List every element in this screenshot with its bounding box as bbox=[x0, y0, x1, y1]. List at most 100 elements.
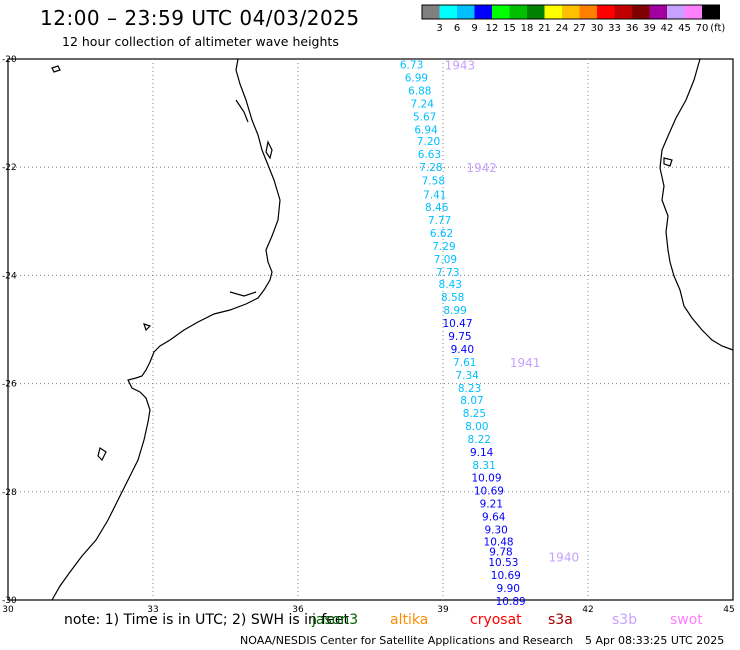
wave-height-value: 10.47 bbox=[442, 318, 472, 330]
satellite-s3b: s3b bbox=[612, 612, 638, 628]
scale-swatch bbox=[509, 5, 527, 19]
scale-label: 12 bbox=[486, 23, 499, 34]
scale-swatch bbox=[492, 5, 510, 19]
lon-label: 42 bbox=[582, 605, 593, 615]
lat-label: -24 bbox=[2, 271, 17, 281]
wave-height-value: 7.58 bbox=[422, 176, 445, 188]
satellite-swot: swot bbox=[670, 612, 703, 628]
madagascar-coastline bbox=[659, 58, 734, 351]
scale-swatch bbox=[439, 5, 457, 19]
footer-note: note: 1) Time is in UTC; 2) SWH is in fe… bbox=[64, 612, 350, 628]
lat-label: -26 bbox=[2, 380, 17, 390]
scale-swatch bbox=[579, 5, 597, 19]
scale-label: 6 bbox=[454, 23, 460, 34]
scale-swatch bbox=[632, 5, 650, 19]
scale-label: 42 bbox=[661, 23, 674, 34]
scale-label: 27 bbox=[573, 23, 586, 34]
lon-label: 36 bbox=[292, 605, 304, 615]
scale-swatch bbox=[614, 5, 632, 19]
altimeter-track: 6.736.996.887.245.676.947.206.637.28 7.58… bbox=[400, 58, 579, 608]
coast-island bbox=[51, 65, 61, 73]
wave-height-value: 7.73 bbox=[436, 267, 459, 279]
satellite-cryosat: cryosat bbox=[470, 612, 522, 628]
wave-height-color-scale: 3 6 9 12 15 18 21 24 27 30 33 36 39 42 45 70 (ft) bbox=[421, 4, 725, 34]
scale-label: 3 bbox=[436, 23, 442, 34]
wave-height-value: 7.20 bbox=[417, 136, 440, 148]
wave-height-value: 9.75 bbox=[448, 331, 471, 343]
wave-height-value: 8.25 bbox=[463, 408, 486, 420]
wave-height-value: 8.07 bbox=[460, 395, 483, 407]
footer-timestamp: 5 Apr 08:33:25 UTC 2025 bbox=[585, 634, 725, 647]
coast-lagoon bbox=[229, 291, 257, 297]
scale-swatch bbox=[649, 5, 667, 19]
lat-label: -28 bbox=[2, 488, 17, 498]
wave-height-value: 6.63 bbox=[418, 149, 441, 161]
wave-height-value: 6.94 bbox=[414, 124, 438, 136]
wave-height-value: 9.14 bbox=[470, 447, 494, 459]
wave-height-value: 7.77 bbox=[428, 215, 451, 227]
lat-label: -20 bbox=[2, 55, 17, 65]
scale-swatch bbox=[527, 5, 545, 19]
scale-label: 33 bbox=[608, 23, 621, 34]
coast-island bbox=[97, 447, 107, 462]
wave-height-value: 10.48 bbox=[484, 537, 514, 549]
wave-height-value: 9.40 bbox=[451, 344, 474, 356]
wave-height-value: 8.43 bbox=[439, 279, 462, 291]
wave-height-value: 10.69 bbox=[491, 570, 521, 582]
scale-swatch bbox=[544, 5, 562, 19]
time-label: 1943 bbox=[445, 58, 476, 72]
lat-label: -22 bbox=[2, 163, 17, 173]
wave-height-value: 10.69 bbox=[474, 486, 504, 498]
scale-swatch bbox=[422, 5, 440, 19]
wave-height-value: 8.46 bbox=[425, 202, 449, 214]
wave-height-value: 7.29 bbox=[432, 241, 455, 253]
coast-detail bbox=[235, 99, 249, 123]
scale-label: 24 bbox=[556, 23, 569, 34]
wave-height-value: 9.90 bbox=[497, 583, 520, 595]
footer-credit: NOAA/NESDIS Center for Satellite Applica… bbox=[240, 634, 574, 647]
lon-label: 39 bbox=[437, 605, 449, 615]
scale-swatch bbox=[597, 5, 615, 19]
coast-island bbox=[663, 157, 673, 167]
wave-height-value: 9.21 bbox=[480, 499, 503, 511]
lon-label: 45 bbox=[723, 605, 734, 615]
scale-label: 9 bbox=[471, 23, 477, 34]
wave-height-value: 8.31 bbox=[472, 460, 495, 472]
scale-swatch bbox=[562, 5, 580, 19]
time-label: 1942 bbox=[466, 161, 497, 175]
map-title: 12:00 – 23:59 UTC 04/03/2025 bbox=[40, 6, 360, 30]
satellite-altika: altika bbox=[390, 612, 429, 628]
coastline bbox=[51, 58, 734, 601]
coast-island bbox=[143, 323, 152, 332]
wave-height-value: 7.61 bbox=[453, 357, 476, 369]
wave-height-value: 7.41 bbox=[423, 189, 446, 201]
wave-height-value: 8.99 bbox=[443, 305, 466, 317]
wave-height-value: 5.67 bbox=[413, 111, 436, 123]
scale-label: 30 bbox=[591, 23, 604, 34]
time-label: 1941 bbox=[510, 356, 541, 370]
wave-height-value: 7.24 bbox=[411, 98, 435, 110]
wave-height-value: 6.73 bbox=[400, 59, 423, 71]
lon-label: 33 bbox=[147, 605, 158, 615]
scale-unit: (ft) bbox=[710, 23, 725, 34]
map-frame bbox=[7, 58, 734, 601]
wave-height-value: 10.09 bbox=[471, 473, 501, 485]
scale-swatch bbox=[667, 5, 685, 19]
coast-island bbox=[265, 140, 273, 160]
wave-height-value: 7.34 bbox=[455, 370, 479, 382]
scale-label: 70 bbox=[696, 23, 709, 34]
wave-height-value: 7.28 bbox=[419, 162, 442, 174]
lat-label: -30 bbox=[2, 596, 17, 606]
scale-swatch bbox=[702, 5, 720, 19]
scale-label: 45 bbox=[678, 23, 691, 34]
wave-height-value: 6.99 bbox=[405, 72, 428, 84]
wave-height-value: 10.89 bbox=[496, 596, 526, 608]
wave-height-value: 8.23 bbox=[458, 383, 481, 395]
scale-label: 15 bbox=[503, 23, 516, 34]
wave-height-value: 9.78 bbox=[489, 546, 512, 558]
scale-swatch bbox=[457, 5, 475, 19]
scale-label: 21 bbox=[538, 23, 551, 34]
lon-label: 30 bbox=[2, 605, 14, 615]
wave-height-value: 9.64 bbox=[482, 512, 506, 524]
